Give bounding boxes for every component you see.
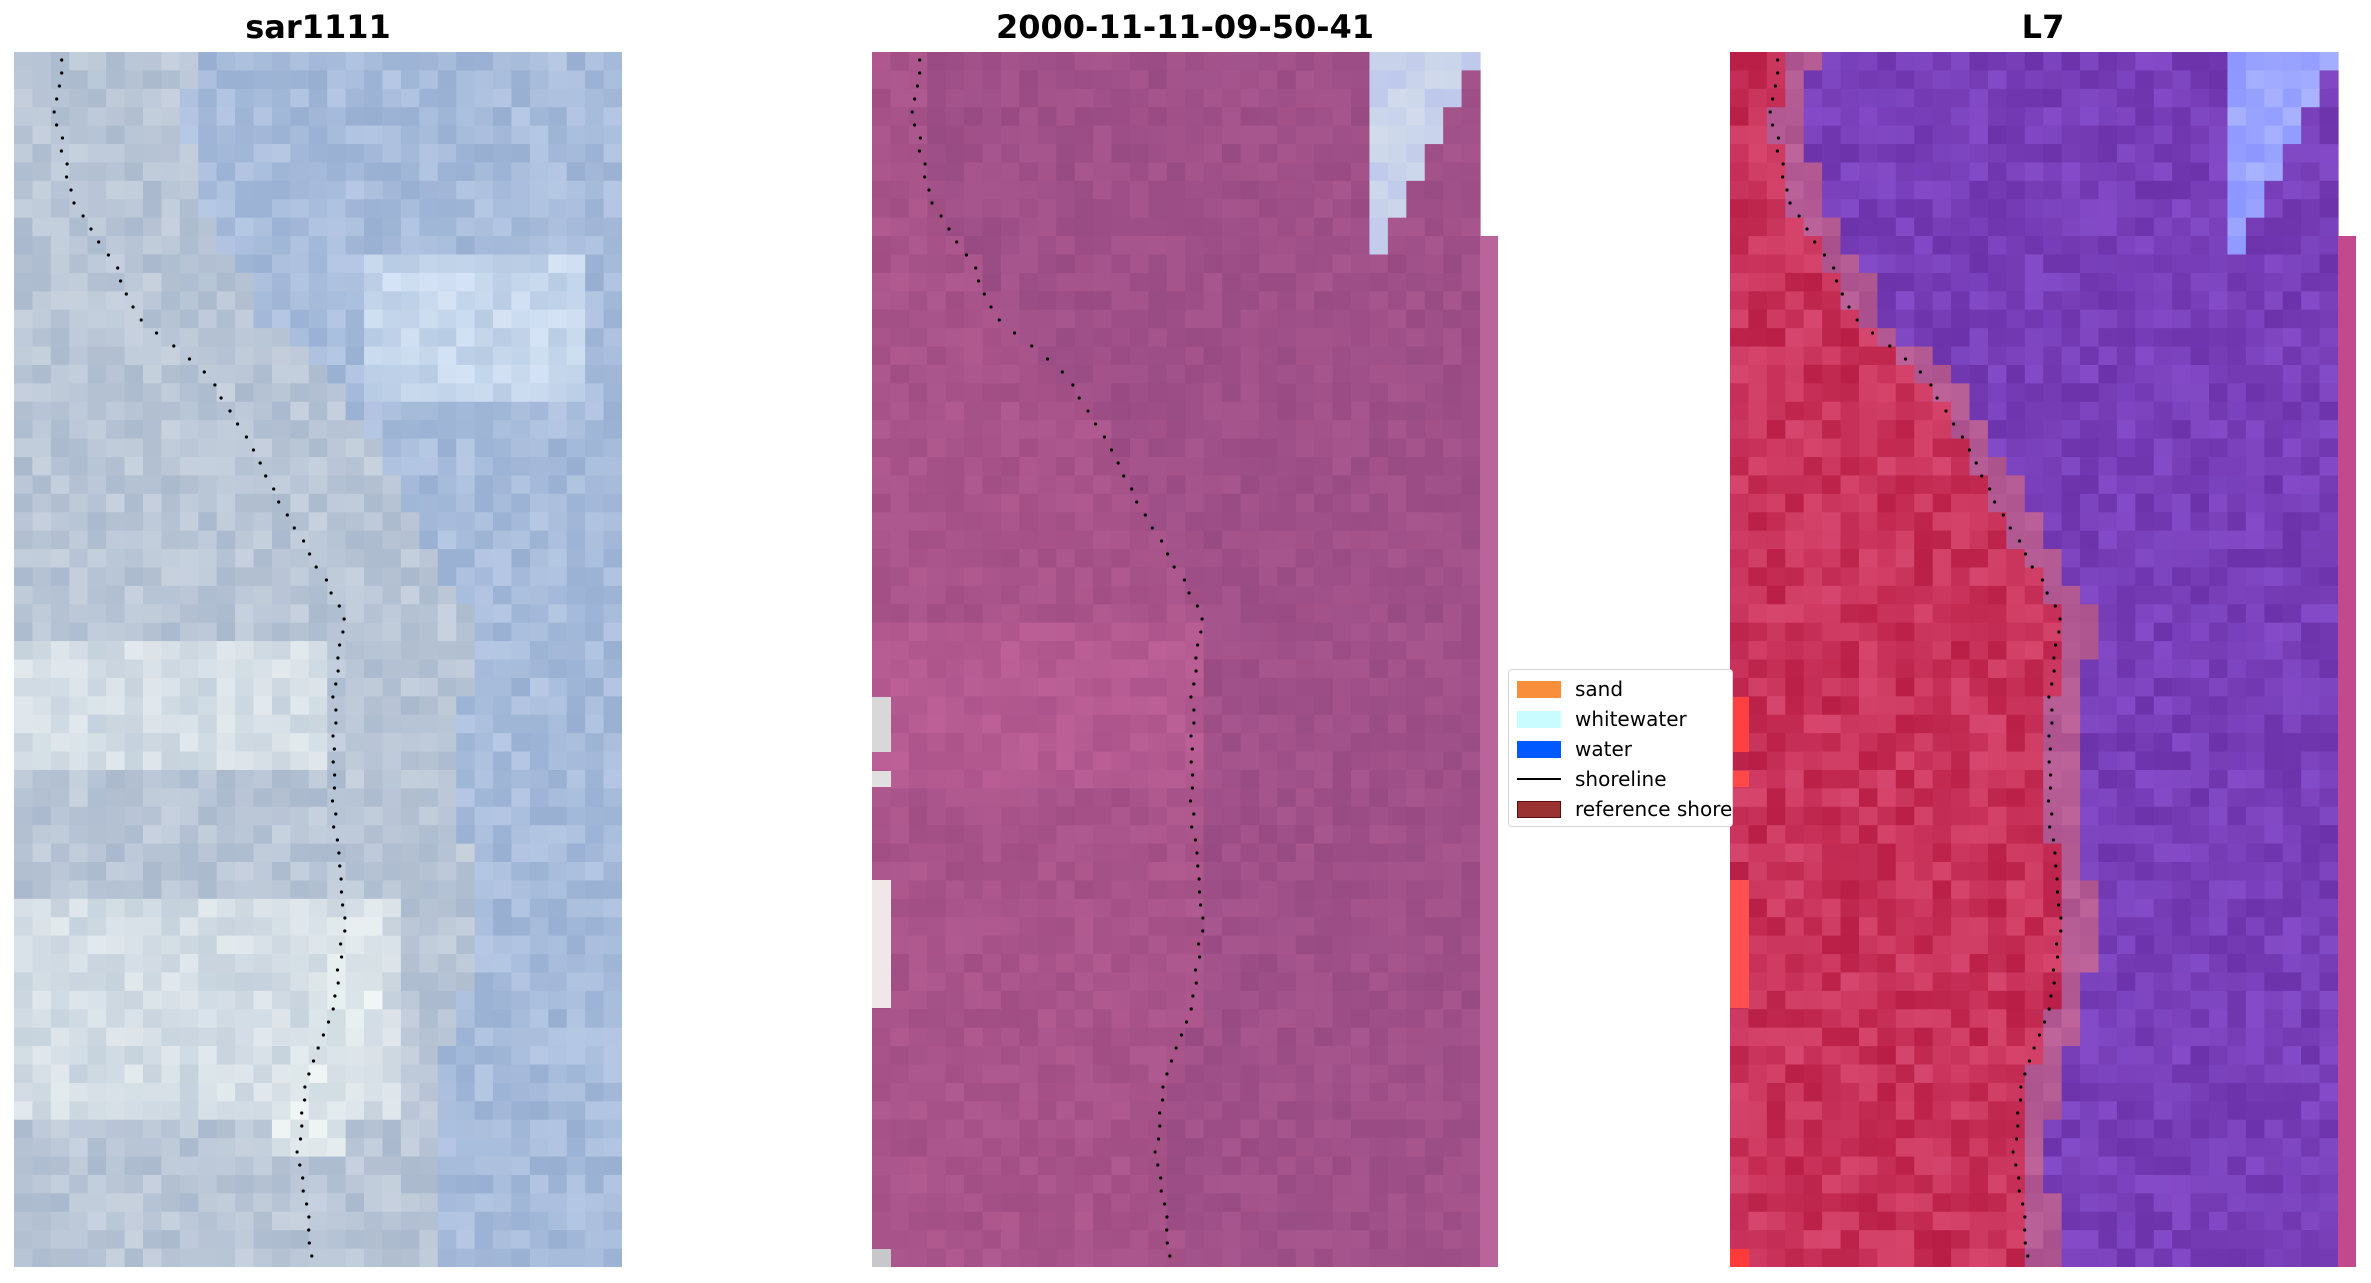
legend-label-whitewater: whitewater [1575,707,1687,731]
legend-item-sand: sand [1517,677,1623,701]
image-panel-sar [14,52,622,1267]
panel-title-sar: sar1111 [245,8,391,46]
rgb-image [872,52,1498,1267]
legend-item-whitewater: whitewater [1517,707,1687,731]
legend-label-sand: sand [1575,677,1624,701]
legend-item-reference-shore: reference shore [1517,797,1732,821]
image-panel-falsecolor [1730,52,2356,1267]
panel-title-date: 2000-11-11-09-50-41 [995,8,1375,46]
whitewater-swatch [1517,710,1561,728]
legend-label-water: water [1575,737,1632,761]
water-swatch [1517,740,1561,758]
reference-shore-swatch [1517,800,1561,818]
sar-image [14,52,622,1267]
legend-item-water: water [1517,737,1632,761]
sand-swatch [1517,680,1561,698]
legend-label-reference-shore: reference shore [1575,797,1733,821]
panel-title-l7: L7 [2021,8,2065,46]
false-color-image [1730,52,2356,1267]
image-panel-rgb [872,52,1498,1267]
shoreline-line-swatch [1517,778,1561,780]
legend: sand whitewater water shoreline referenc… [1508,669,1733,827]
legend-label-shoreline: shoreline [1575,767,1667,791]
legend-item-shoreline: shoreline [1517,767,1667,791]
